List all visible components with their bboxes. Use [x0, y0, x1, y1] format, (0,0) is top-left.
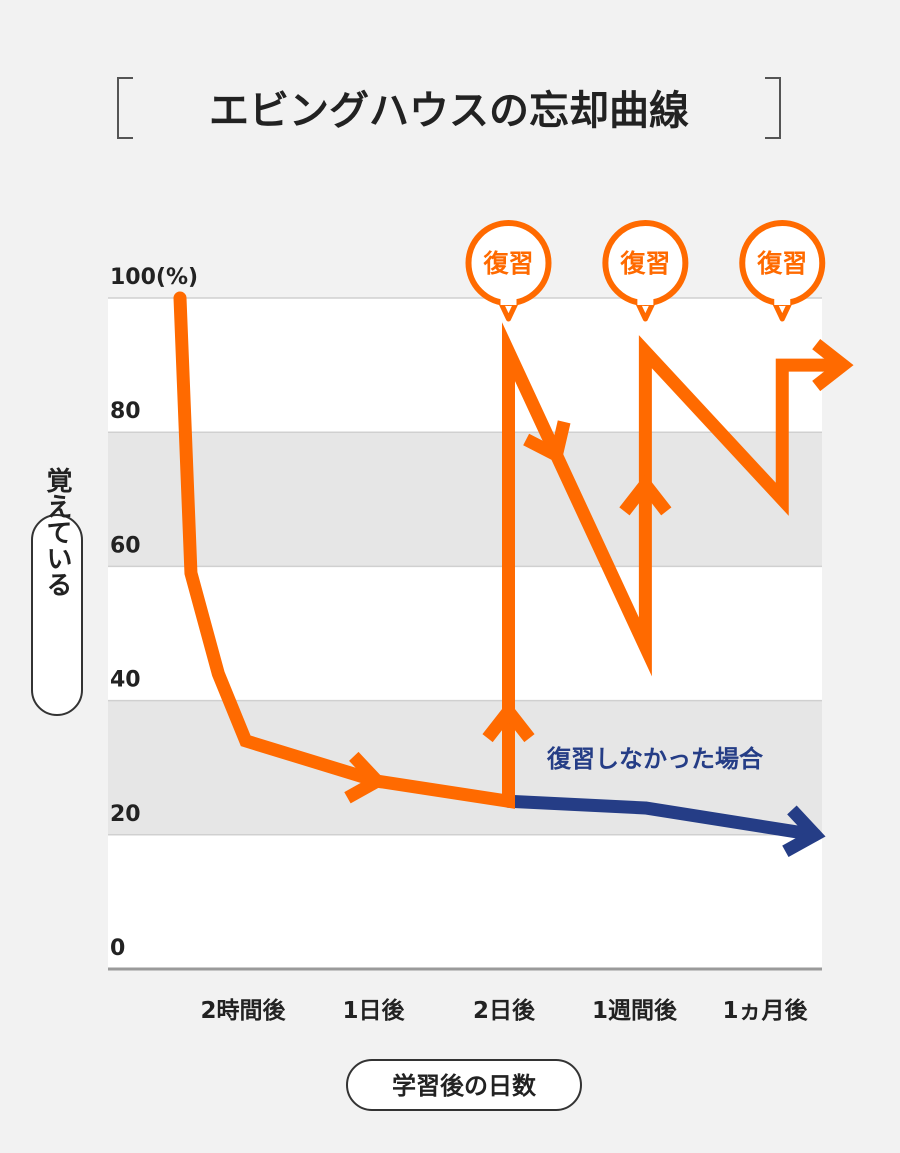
y-tick-labels: 100(%) 80 60 40 20 0 — [110, 265, 198, 961]
no-review-arrowhead — [782, 805, 826, 857]
decay-arrowhead — [344, 751, 388, 804]
y-axis-title-pill — [31, 514, 83, 716]
y-tick-label: 20 — [110, 802, 141, 827]
chart-title: エビングハウスの忘却曲線 — [209, 88, 689, 134]
y-tick-label: 80 — [110, 399, 141, 424]
band-80-100 — [108, 298, 822, 433]
series-layer — [173, 291, 854, 857]
x-tick-label: 1週間後 — [592, 997, 678, 1024]
review-marker-joint — [637, 297, 654, 305]
y-tick-label: 60 — [110, 533, 141, 558]
background-bands — [108, 297, 822, 969]
title-bracket-right — [765, 77, 781, 139]
review-marker: 復習 — [602, 220, 689, 322]
x-tick-label: 2時間後 — [200, 997, 286, 1024]
review-marker-joint — [774, 297, 791, 305]
y-axis-title: 覚えている — [42, 467, 72, 597]
review-marker-joint — [500, 297, 517, 305]
review-marker-label: 復習 — [482, 249, 533, 278]
second-decay-arrowhead — [523, 420, 571, 465]
x-tick-label: 1日後 — [342, 997, 405, 1024]
review-marker: 復習 — [465, 220, 552, 322]
final-arrowhead — [812, 339, 854, 392]
review-marker-label: 復習 — [756, 249, 807, 278]
review-marker-label: 復習 — [619, 249, 670, 278]
series-line-no-review — [502, 794, 822, 842]
band-60-80 — [108, 432, 822, 567]
title-bracket-left — [117, 77, 133, 139]
x-tick-label: 1ヵ月後 — [722, 997, 808, 1024]
y-tick-label: 40 — [110, 668, 141, 693]
review-marker: 復習 — [739, 220, 826, 322]
second-review-rise-arrowhead — [619, 473, 672, 516]
series-line-review — [173, 291, 844, 809]
first-review-rise-arrowhead — [482, 700, 535, 743]
y-tick-label: 100(%) — [110, 265, 198, 290]
band-0-20 — [108, 834, 822, 969]
x-tick-labels: 2時間後 1日後 2日後 1週間後 1ヵ月後 — [200, 997, 808, 1024]
x-tick-label: 2日後 — [473, 997, 536, 1024]
x-axis-title: 学習後の日数 — [392, 1072, 537, 1100]
review-markers: 復習 復習 復習 — [465, 220, 826, 322]
y-tick-label: 0 — [110, 936, 125, 961]
no-review-label: 復習しなかった場合 — [546, 745, 764, 773]
x-axis-title-pill — [346, 1059, 582, 1111]
